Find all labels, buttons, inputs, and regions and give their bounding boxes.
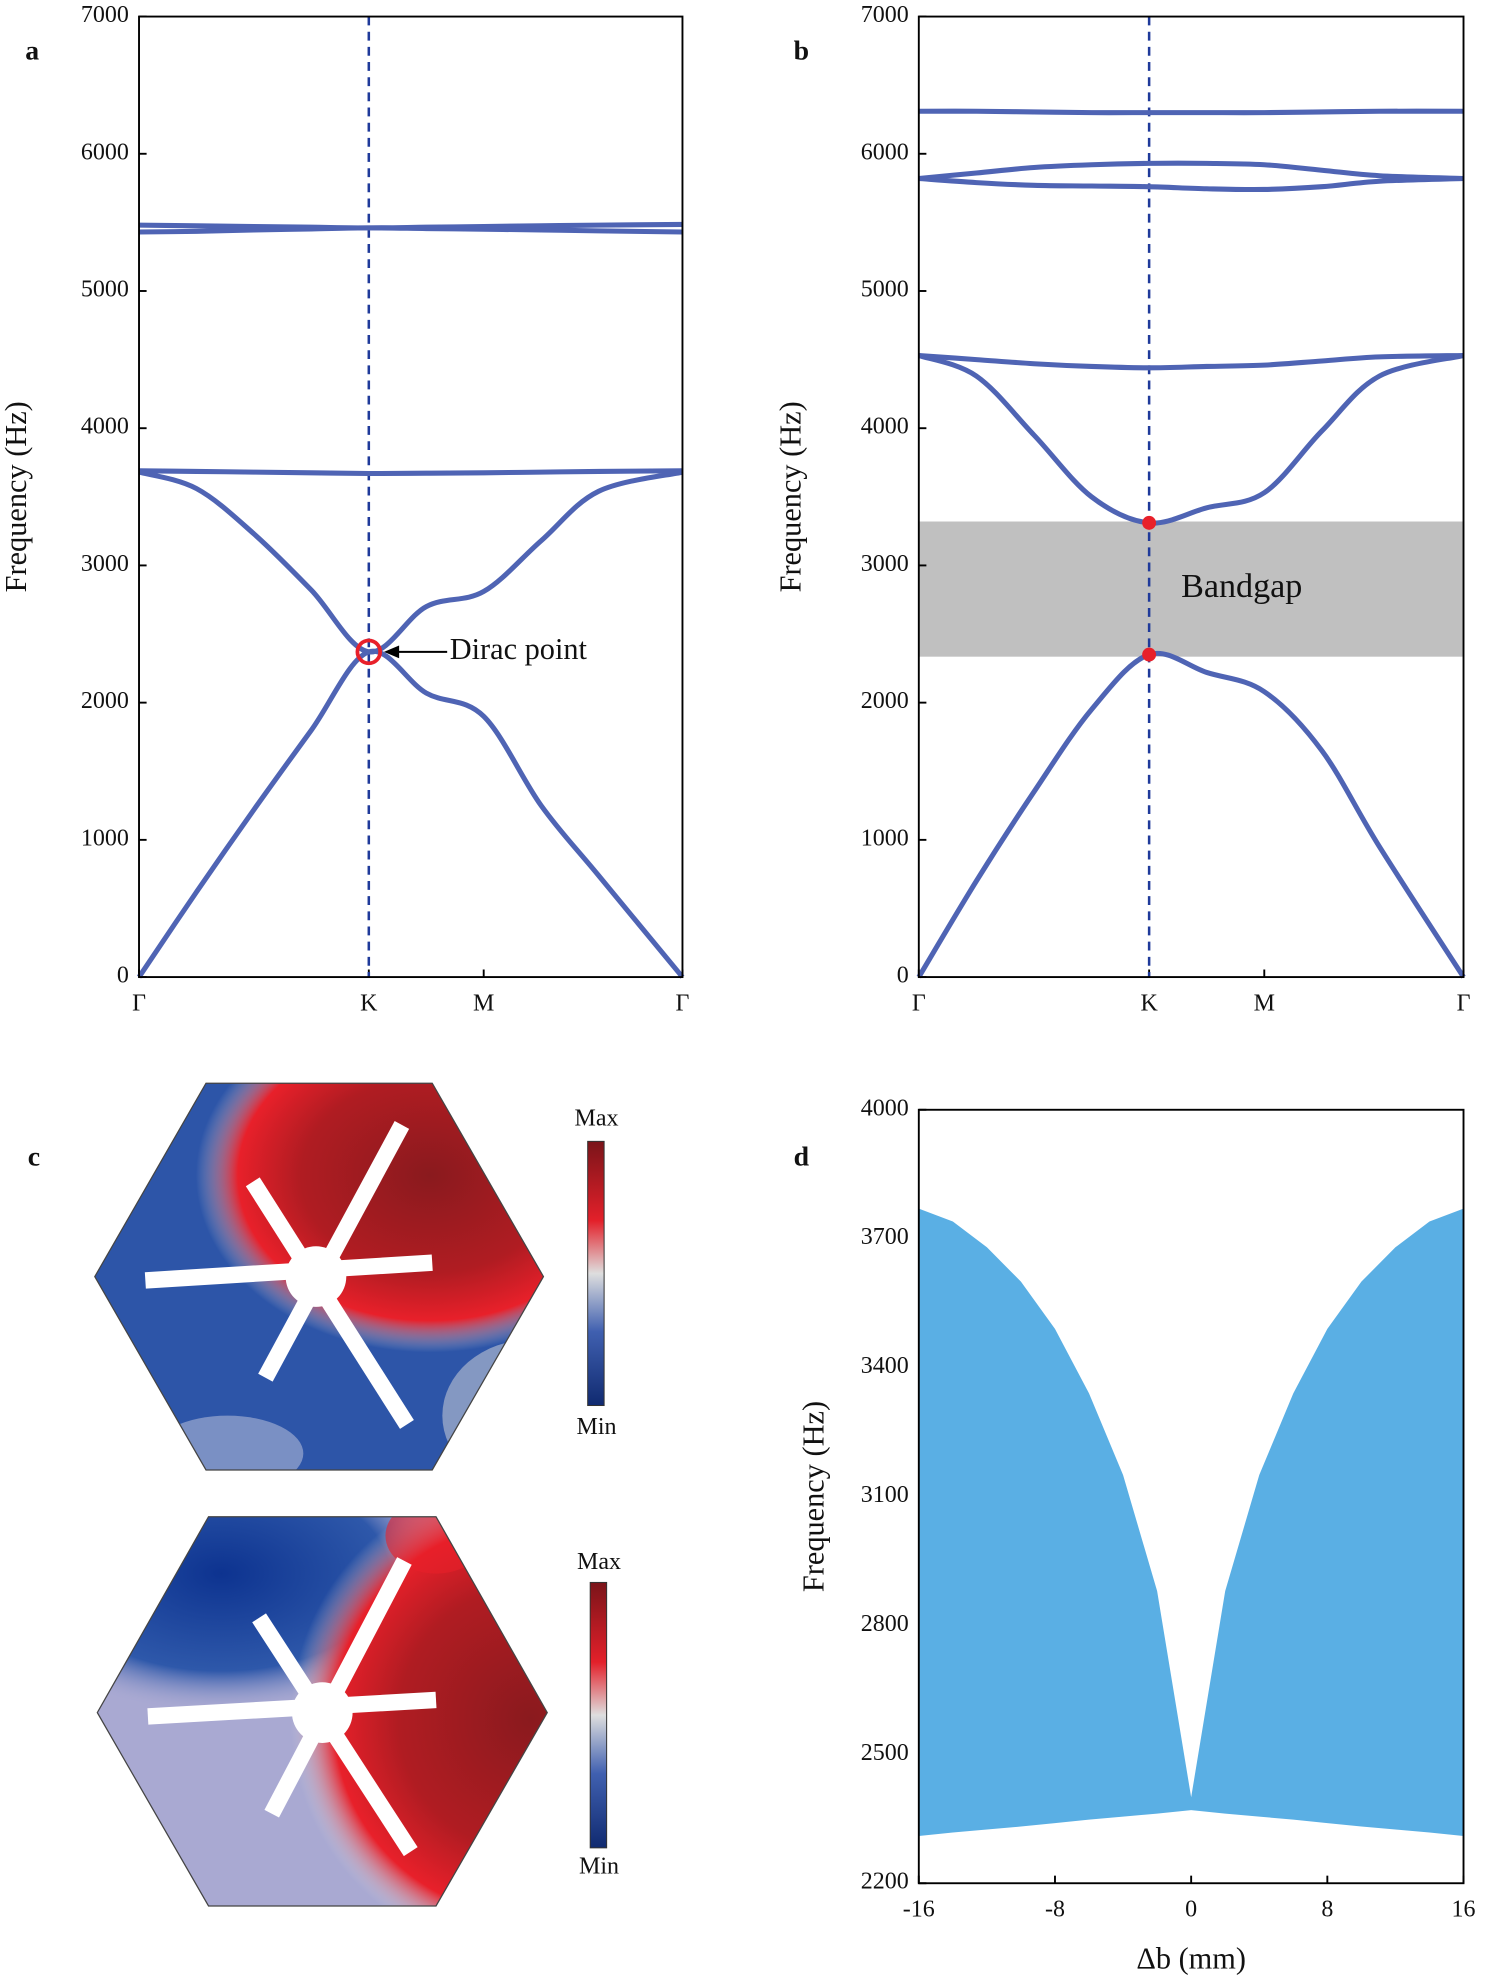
y-tick-label: 3000 (81, 551, 129, 577)
x-tick-label: 8 (1321, 1897, 1333, 1923)
y-tick-label: 2800 (861, 1611, 909, 1637)
x-axis-label: Δb (mm) (1136, 1942, 1246, 1976)
x-tick-label: Γ (132, 990, 146, 1016)
y-tick-label: 2500 (861, 1740, 909, 1766)
colorbar-min: Min (579, 1854, 619, 1880)
area (918, 1208, 1464, 1836)
resonator (144, 1121, 433, 1429)
x-tick-label: 0 (1185, 1897, 1197, 1923)
x-tick-label: 16 (1452, 1897, 1476, 1923)
axes-frame (917, 15, 1465, 979)
y-tick-label: 0 (117, 963, 129, 989)
y-tick-label: 1000 (81, 825, 129, 851)
y-axis-label: Frequency (Hz) (796, 1401, 830, 1592)
hexagon (94, 1082, 545, 1471)
arrow-head (383, 645, 400, 659)
x-tick-label: -8 (1045, 1897, 1065, 1923)
band-line (917, 353, 1465, 526)
x-tick-label: K (1140, 990, 1158, 1016)
y-tick-label: 2200 (861, 1869, 909, 1895)
annotation: Dirac point (450, 632, 588, 666)
x-tick-label: M (473, 990, 494, 1016)
colorbar-min: Min (577, 1414, 617, 1440)
colorbar-max: Max (575, 1105, 619, 1131)
x-tick-label: Γ (1457, 990, 1471, 1016)
y-tick-label: 7000 (861, 2, 909, 28)
resonator (147, 1557, 437, 1857)
band-line (916, 650, 1466, 979)
colorbar-max: Max (577, 1549, 621, 1575)
x-tick-label: M (1254, 990, 1275, 1016)
y-tick-label: 1000 (861, 825, 909, 851)
panel-label: d (794, 1141, 810, 1172)
panel-label: b (794, 36, 809, 67)
y-axis-label: Frequency (Hz) (0, 401, 33, 592)
panel-label: a (25, 36, 39, 67)
marker (1142, 647, 1157, 662)
y-tick-label: 0 (897, 963, 909, 989)
y-tick-label: 6000 (81, 139, 129, 165)
marker (1142, 515, 1157, 530)
y-tick-label: 3700 (861, 1224, 909, 1250)
band-line (918, 175, 1464, 193)
axes-frame (138, 15, 684, 979)
band-line (918, 108, 1464, 116)
y-tick-label: 2000 (861, 688, 909, 714)
y-tick-label: 3100 (861, 1482, 909, 1508)
colorbar (587, 1140, 605, 1407)
band-line (136, 648, 685, 979)
x-tick-label: -16 (903, 1897, 935, 1923)
band-line (138, 469, 684, 655)
y-tick-label: 2000 (81, 688, 129, 714)
y-tick-label: 3400 (861, 1353, 909, 1379)
band-line (918, 160, 1464, 182)
panel-label: c (28, 1141, 40, 1172)
y-axis-label: Frequency (Hz) (774, 401, 808, 592)
x-tick-label: K (360, 990, 378, 1016)
y-tick-label: 5000 (861, 277, 909, 303)
x-tick-label: Γ (676, 990, 690, 1016)
band-line (138, 225, 683, 235)
x-tick-label: Γ (912, 990, 926, 1016)
y-tick-label: 4000 (861, 414, 909, 440)
dirac-marker (355, 638, 383, 666)
bandgap-label: Bandgap (1181, 568, 1302, 605)
y-tick-label: 4000 (81, 414, 129, 440)
y-tick-label: 7000 (81, 2, 129, 28)
y-tick-label: 5000 (81, 277, 129, 303)
band-line (138, 468, 683, 477)
y-tick-label: 3000 (861, 551, 909, 577)
colorbar (589, 1581, 608, 1849)
axes-frame (917, 1108, 1465, 1885)
band-line (918, 352, 1464, 371)
y-tick-label: 4000 (861, 1095, 909, 1121)
y-tick-label: 6000 (861, 139, 909, 165)
bandgap (918, 521, 1464, 657)
hexagon (96, 1516, 548, 1907)
